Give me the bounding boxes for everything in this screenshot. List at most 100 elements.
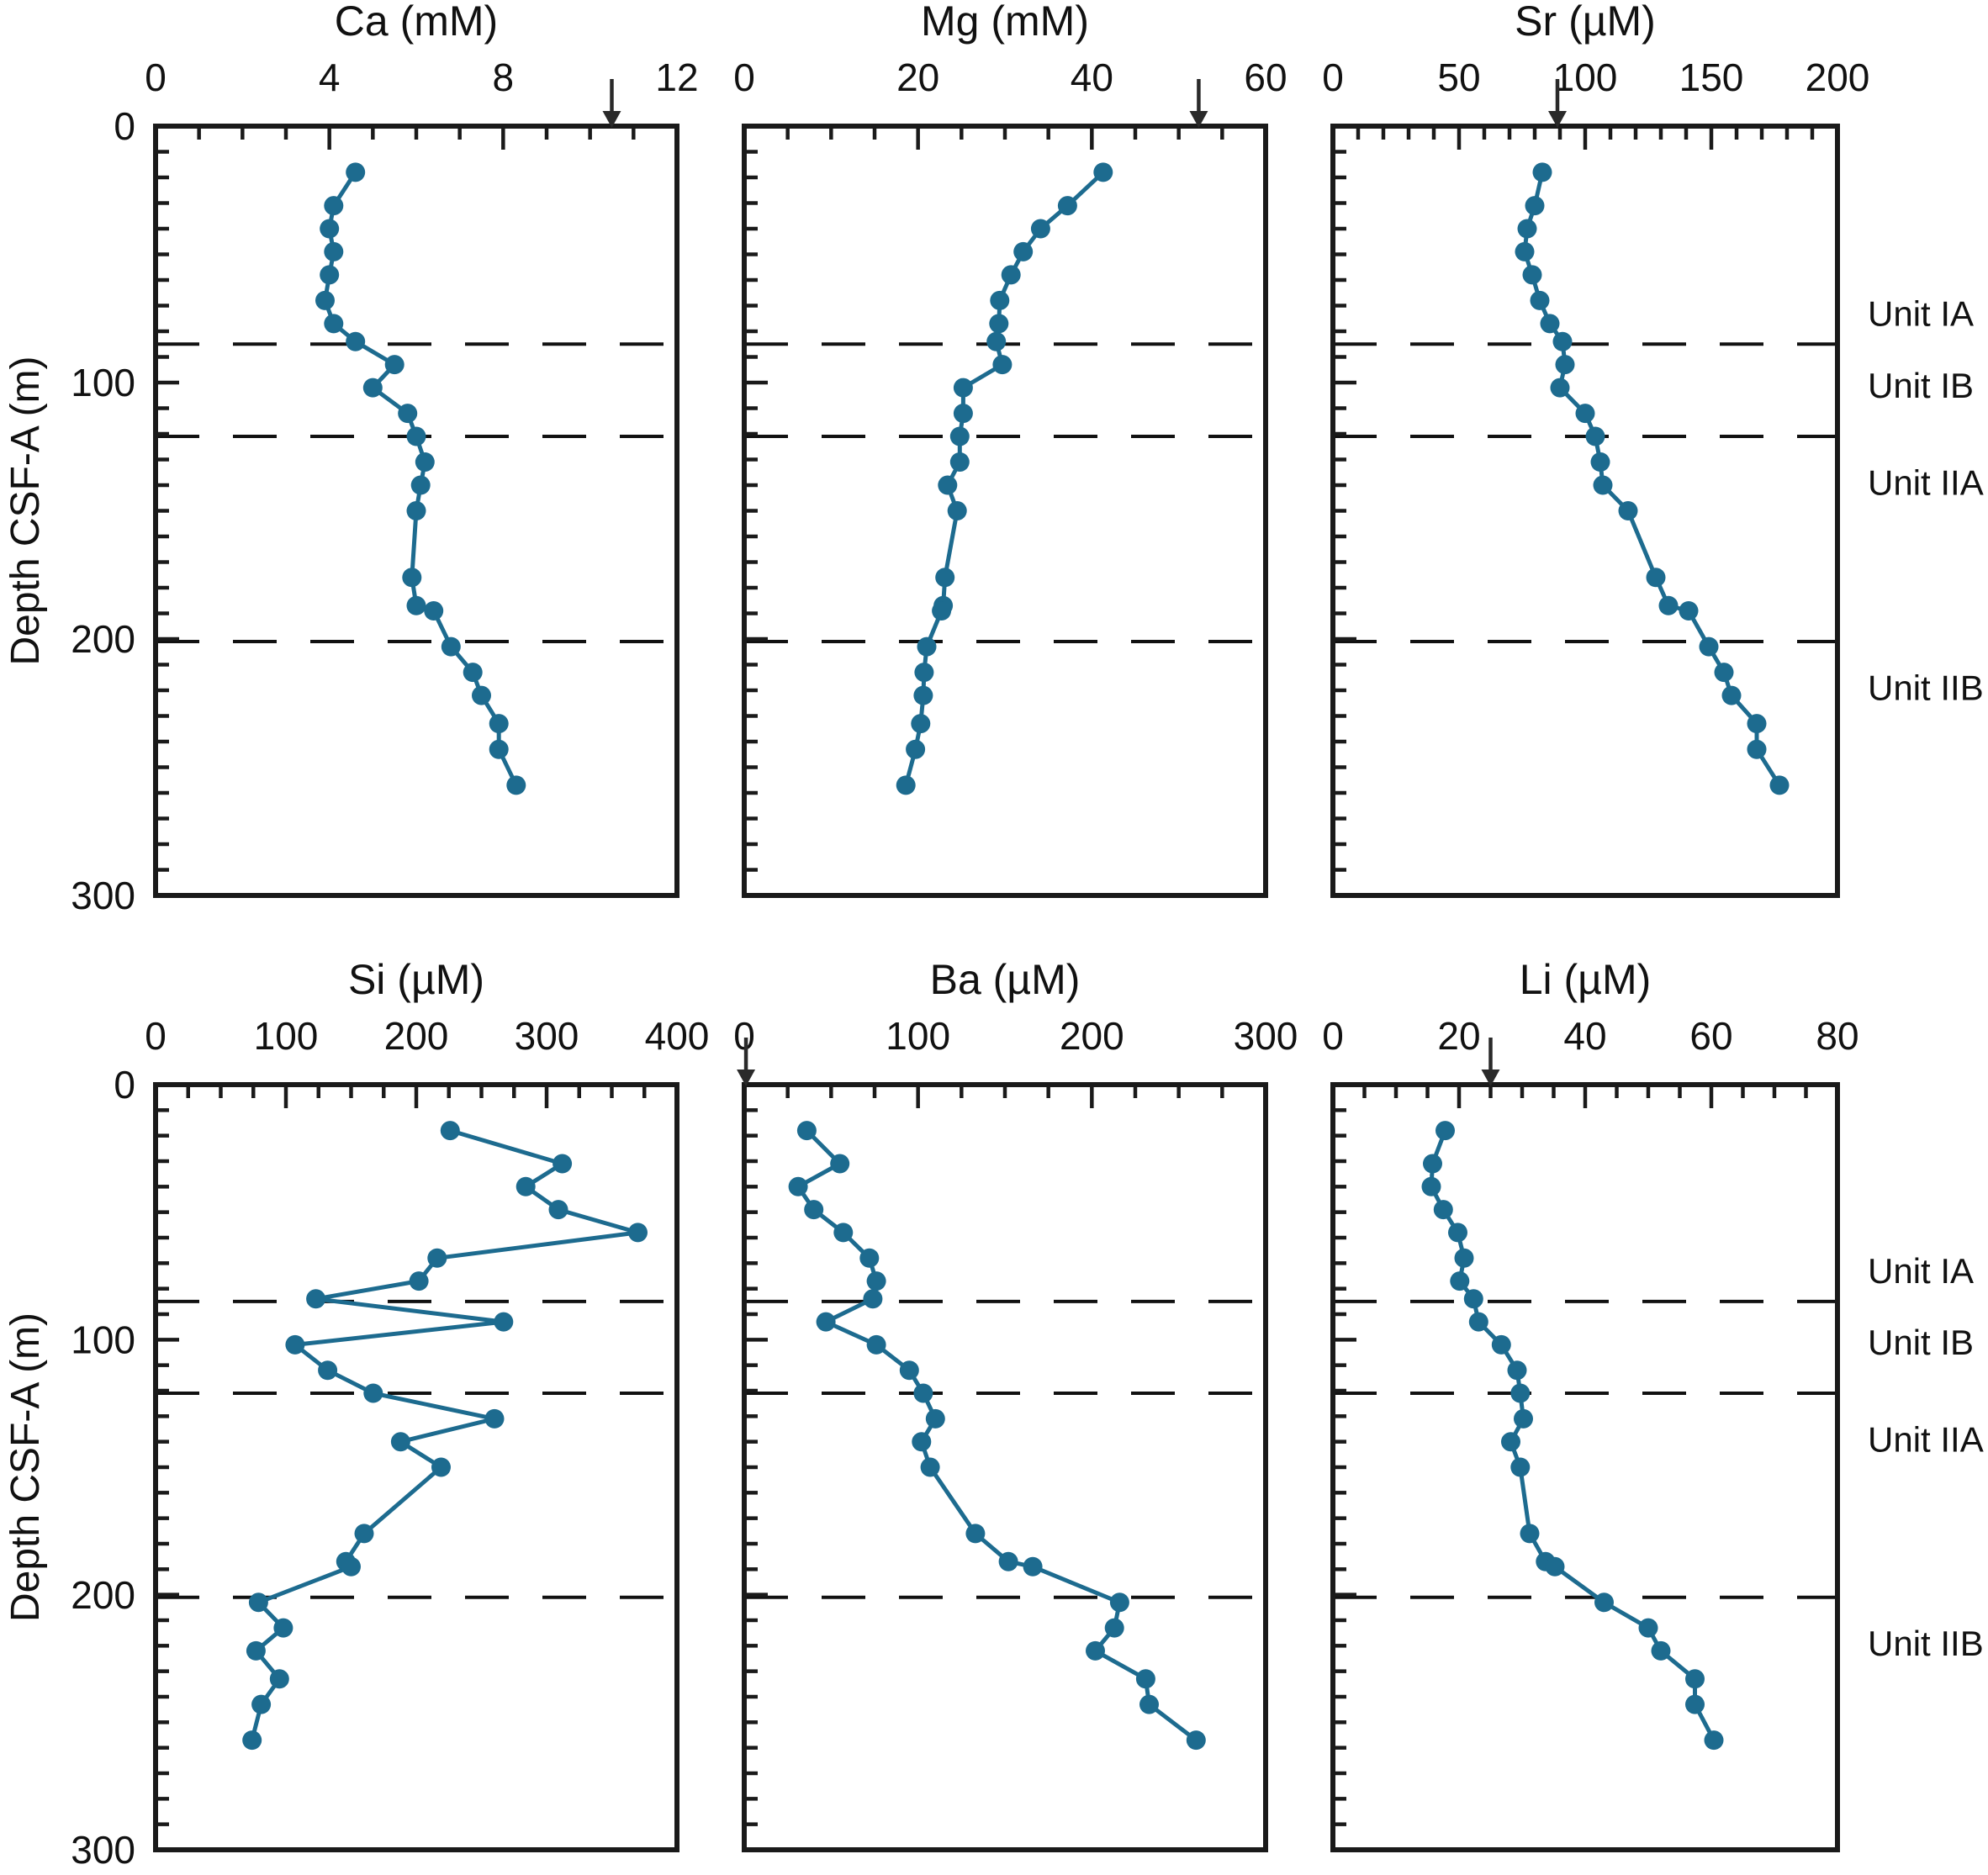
mg-data-point-marker: [953, 404, 973, 424]
sr-data-point-marker: [1646, 568, 1666, 588]
si-data-point-marker: [363, 1383, 383, 1403]
ba-data-point-marker: [913, 1383, 933, 1403]
ca-axis-title: Ca (mM): [335, 0, 498, 45]
li-data-point-marker: [1450, 1271, 1470, 1291]
mg-data-point-marker: [947, 501, 967, 520]
mg-data-point-marker: [986, 331, 1007, 351]
sr-data-point-marker: [1552, 331, 1573, 351]
si-data-point-marker: [484, 1408, 505, 1429]
ca-data-point-marker: [384, 355, 404, 375]
si-data-point-marker: [516, 1176, 536, 1196]
ba-data-point-marker: [830, 1154, 850, 1174]
seawater-arrow-head: [1189, 111, 1208, 128]
ba-data-point-marker: [1186, 1730, 1206, 1751]
ca-data-point-marker: [346, 162, 366, 182]
ba-data-point-marker: [866, 1334, 886, 1355]
mg-data-point-marker: [1013, 241, 1034, 261]
li-data-point-marker: [1510, 1457, 1531, 1477]
ba-x-tick-label: 200: [1060, 1014, 1124, 1058]
depth-tick-label: 300: [71, 874, 135, 917]
plot-border: [1330, 1082, 1840, 1852]
plot-border: [153, 1082, 679, 1852]
seawater-arrow-icon: [1189, 79, 1208, 128]
seawater-arrow-icon: [602, 79, 621, 128]
si-data-point-marker: [548, 1200, 568, 1220]
ca-data-point-marker: [320, 219, 340, 239]
mg-data-point-marker: [990, 290, 1010, 310]
li-profile-line: [1429, 1128, 1716, 1743]
li-data-point-marker: [1507, 1360, 1527, 1381]
ca-data-point-marker: [324, 241, 344, 261]
si-x-tick-label: 100: [254, 1014, 319, 1058]
ca-data-point-marker: [406, 501, 426, 520]
depth-tick-label: 0: [114, 1063, 135, 1107]
ba-data-point-marker: [833, 1223, 854, 1243]
sr-data-point-marker: [1525, 196, 1545, 216]
ba-data-point-marker: [859, 1248, 880, 1268]
ca-data-point-marker: [441, 636, 461, 657]
depth-tick-label: 0: [114, 104, 135, 148]
sr-data-point-marker: [1699, 636, 1719, 657]
si-data-point-marker: [269, 1669, 289, 1689]
seawater-arrow-head: [737, 1070, 756, 1086]
li-x-tick-label: 40: [1563, 1014, 1606, 1058]
si-data-point-marker: [248, 1592, 268, 1613]
plot-border: [742, 124, 1268, 898]
sr-data-point-marker: [1530, 290, 1550, 310]
ba-data-point-marker: [816, 1312, 836, 1332]
sr-data-point-marker: [1747, 739, 1767, 759]
panel-li: Li (µM) 0 20 40 60 80 Unit IA Unit IB Unit IIA Un…: [1322, 956, 1984, 1852]
seawater-arrow-icon: [1481, 1038, 1500, 1086]
sr-data-point-marker: [1721, 685, 1742, 705]
ba-axis-title: Ba (µM): [930, 956, 1081, 1003]
ca-data-point-marker: [362, 378, 383, 398]
ba-data-point-marker: [863, 1289, 883, 1309]
mg-data-point-marker: [992, 355, 1013, 375]
ba-data-point-marker: [899, 1360, 919, 1381]
sr-profile-line: [1522, 170, 1782, 788]
mg-x-tick-label: 40: [1071, 55, 1113, 99]
si-data-point-marker: [427, 1248, 447, 1268]
li-data-point-marker: [1685, 1694, 1705, 1714]
seawater-arrow-icon: [1548, 79, 1567, 128]
li-data-point-marker: [1704, 1730, 1724, 1751]
ca-data-point-marker: [489, 739, 509, 759]
li-data-point-marker: [1514, 1408, 1533, 1429]
sr-data-point-marker: [1658, 595, 1679, 615]
seawater-arrow-head: [1548, 111, 1567, 128]
mg-data-point-marker: [938, 475, 958, 495]
unit-label: Unit IA: [1868, 293, 1974, 333]
li-data-point-marker: [1433, 1200, 1453, 1220]
unit-label: Unit IIA: [1868, 463, 1984, 503]
ba-data-point-marker: [1104, 1618, 1124, 1638]
mg-data-point-marker: [949, 452, 970, 472]
si-x-tick-label: 400: [645, 1014, 710, 1058]
ca-x-tick-label: 8: [493, 55, 515, 99]
mg-data-point-marker: [1001, 265, 1021, 285]
sr-data-point-marker: [1555, 355, 1575, 375]
sr-x-tick-label: 100: [1553, 55, 1618, 99]
si-data-point-marker: [494, 1312, 514, 1332]
mg-x-tick-label: 20: [896, 55, 939, 99]
sr-x-tick-label: 200: [1806, 55, 1870, 99]
sr-data-point-marker: [1532, 162, 1552, 182]
panel-sr: Sr (µM) 0 50 100 150 200 Unit IA Unit IB Unit II…: [1322, 0, 1984, 898]
ca-data-point-marker: [324, 314, 344, 334]
plot-border: [1330, 124, 1840, 898]
seawater-arrow-head: [602, 111, 621, 128]
sr-data-point-marker: [1522, 265, 1542, 285]
ba-data-point-marker: [796, 1121, 817, 1141]
sr-x-tick-label: 150: [1679, 55, 1744, 99]
ca-data-point-marker: [324, 196, 344, 216]
si-x-tick-label: 200: [384, 1014, 449, 1058]
depth-tick-label: 200: [71, 617, 135, 661]
mg-x-tick-label: 60: [1244, 55, 1287, 99]
ca-data-point-marker: [489, 714, 509, 734]
si-data-point-marker: [273, 1618, 293, 1638]
mg-data-point-marker: [1057, 196, 1077, 216]
seawater-arrow-head: [1481, 1070, 1500, 1086]
li-data-point-marker: [1651, 1640, 1671, 1661]
ba-data-point-marker: [1135, 1669, 1155, 1689]
